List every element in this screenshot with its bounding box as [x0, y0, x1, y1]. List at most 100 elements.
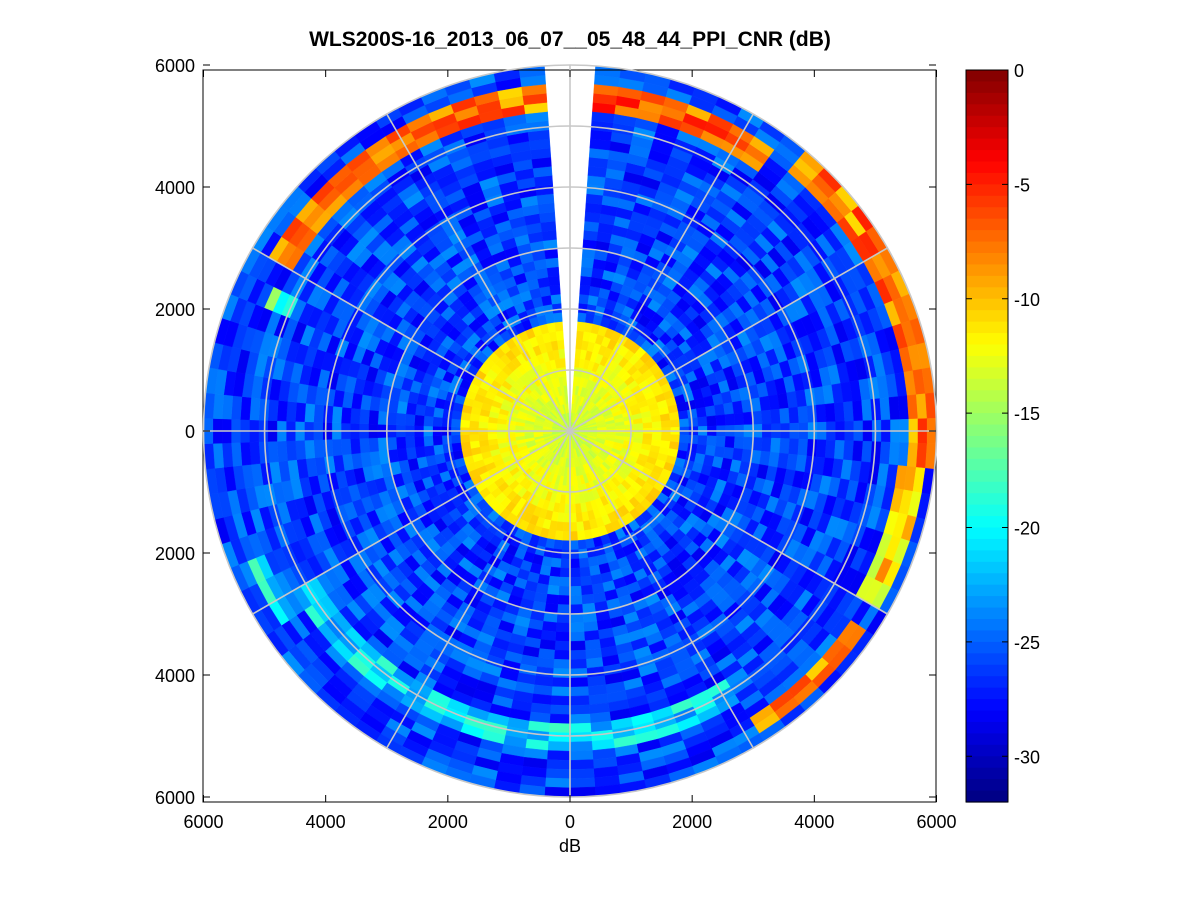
colorbar-band [966, 790, 1008, 803]
colorbar-band [966, 710, 1008, 723]
field-cell [450, 418, 461, 428]
field-cell [815, 439, 827, 459]
field-cell [578, 548, 589, 560]
field-cell [581, 257, 595, 269]
field-cell [577, 539, 587, 550]
field-cell [714, 403, 726, 416]
field-cell [697, 416, 708, 427]
field-cell [577, 312, 587, 323]
field-cell [258, 398, 270, 421]
colorbar-band [966, 161, 1008, 174]
field-cell [580, 575, 592, 587]
colorbar-band [966, 721, 1008, 734]
field-cell [442, 443, 453, 454]
field-cell [897, 442, 910, 467]
field-cell [670, 434, 681, 443]
field-cell [469, 433, 480, 442]
field-cell [549, 713, 571, 725]
field-cell [539, 639, 556, 651]
colorbar-band [966, 630, 1008, 643]
colorbar-tick-label: -25 [1014, 633, 1040, 653]
field-cell [560, 549, 571, 560]
colorbar-band [966, 92, 1008, 105]
field-cell [584, 211, 601, 223]
field-cell [569, 540, 579, 551]
field-cell [633, 423, 644, 429]
field-cell [770, 437, 781, 454]
field-cell [723, 402, 735, 415]
field-cell [761, 437, 772, 453]
field-cell [696, 444, 707, 456]
field-cell [580, 275, 592, 287]
field-cell [441, 417, 452, 428]
field-cell [548, 732, 571, 743]
field-cell [669, 411, 680, 421]
field-cell [687, 408, 698, 419]
y-tick-label: 2000 [155, 544, 195, 564]
field-cell [554, 640, 571, 651]
field-cell [576, 521, 585, 532]
field-cell [861, 399, 873, 421]
colorbar-band [966, 150, 1008, 163]
field-cell [295, 440, 306, 460]
field-cell [551, 677, 571, 688]
colorbar-band [966, 333, 1008, 346]
field-cell [414, 435, 425, 448]
field-cell [546, 750, 571, 761]
y-tick-label: 6000 [155, 56, 195, 76]
colorbar-band [966, 230, 1008, 243]
field-cell [258, 441, 270, 464]
field-cell [742, 411, 754, 426]
y-tick-label: 2000 [155, 300, 195, 320]
field-cell [583, 621, 599, 633]
x-tick-label: 6000 [183, 812, 223, 832]
colorbar-band [966, 344, 1008, 357]
field-cell [852, 400, 864, 422]
field-cell [550, 557, 562, 569]
field-cell [779, 438, 790, 455]
field-cell [276, 400, 288, 422]
field-cell [368, 437, 379, 453]
field-cell [815, 403, 827, 423]
colorbar-band [966, 70, 1008, 83]
field-cell [451, 442, 462, 452]
field-cell [761, 409, 772, 425]
x-tick-label: 2000 [672, 812, 712, 832]
field-cell [331, 405, 343, 424]
field-cell [724, 413, 736, 426]
field-cell [569, 768, 595, 779]
field-cell [660, 413, 671, 422]
colorbar-band [966, 436, 1008, 449]
colorbar-band [966, 538, 1008, 551]
field-cell [414, 414, 425, 427]
y-tick-label: 4000 [155, 178, 195, 198]
field-cell [555, 622, 571, 633]
field-cell [423, 415, 434, 427]
field-cell [395, 436, 407, 450]
field-cell [549, 284, 561, 296]
x-tick-label: 6000 [916, 812, 956, 832]
colorbar-band [966, 699, 1008, 712]
field-cell [569, 668, 588, 679]
field-cell [569, 658, 587, 670]
field-cell [806, 439, 818, 458]
field-cell [553, 312, 563, 323]
field-cell [569, 549, 580, 560]
colorbar-band [966, 447, 1008, 460]
field-cell [586, 547, 597, 559]
colorbar-band [966, 104, 1008, 117]
field-cell [583, 220, 600, 232]
field-cell [569, 777, 596, 789]
field-cell [569, 503, 576, 514]
field-cell [459, 419, 470, 428]
x-tick-label: 2000 [428, 812, 468, 832]
field-cell [679, 434, 690, 444]
field-cell [487, 433, 498, 440]
field-cell [386, 436, 398, 451]
field-cell [843, 440, 855, 461]
colorbar-tick-label: 0 [1014, 61, 1024, 81]
field-cell [230, 442, 243, 467]
field-cell [564, 503, 571, 514]
field-cell [432, 435, 443, 446]
field-cell [548, 722, 571, 734]
